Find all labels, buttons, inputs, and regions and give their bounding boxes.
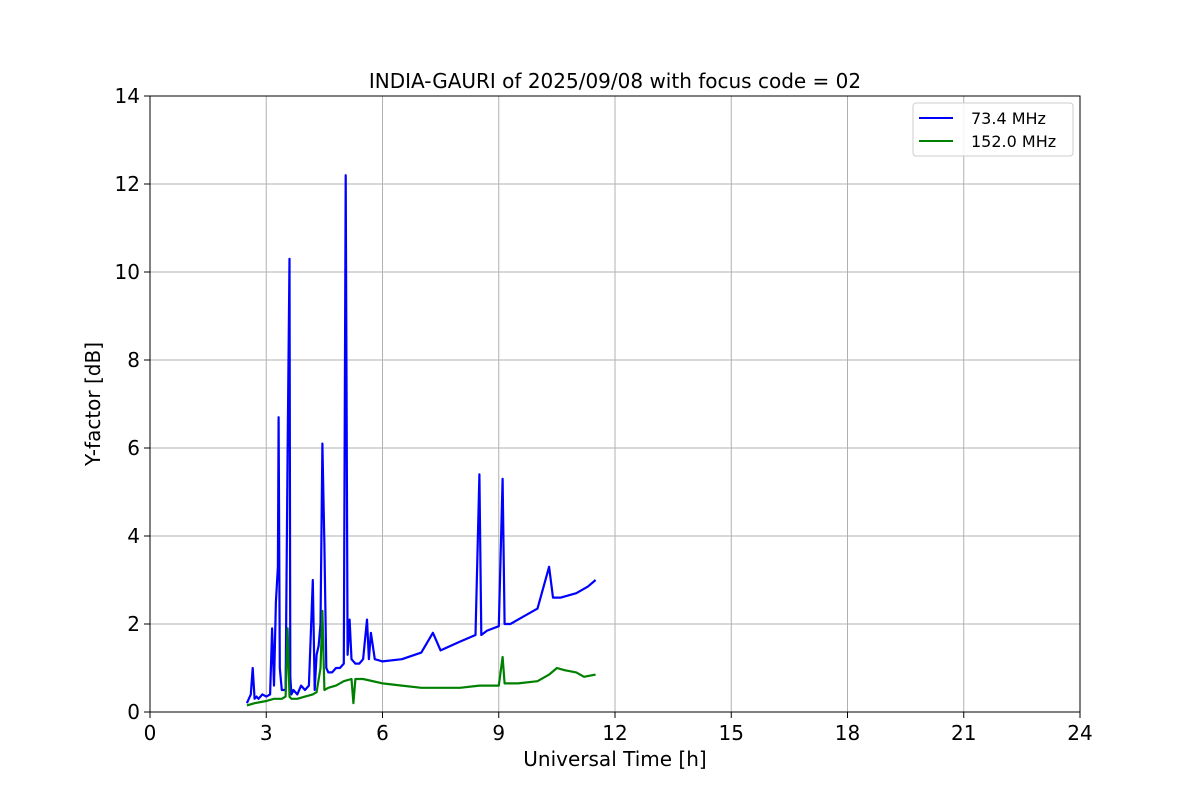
x-axis-label: Universal Time [h] bbox=[523, 747, 706, 771]
x-tick-label: 24 bbox=[1067, 721, 1092, 745]
x-tick-label: 15 bbox=[719, 721, 744, 745]
legend: 73.4 MHz 152.0 MHz bbox=[912, 102, 1074, 157]
y-tick-label: 0 bbox=[127, 700, 140, 724]
x-tick-label: 0 bbox=[144, 721, 157, 745]
chart-title: INDIA-GAURI of 2025/09/08 with focus cod… bbox=[369, 69, 861, 93]
y-tick-label: 12 bbox=[115, 172, 140, 196]
series-line-0 bbox=[245, 174, 597, 704]
x-tick-label: 3 bbox=[260, 721, 273, 745]
y-tick-label: 14 bbox=[115, 84, 140, 108]
x-tick-label: 21 bbox=[951, 721, 976, 745]
series-line-1 bbox=[246, 609, 596, 707]
x-tick-label: 9 bbox=[492, 721, 505, 745]
y-tick-label: 6 bbox=[127, 436, 140, 460]
y-tick-label: 2 bbox=[127, 612, 140, 636]
legend-label-1: 152.0 MHz bbox=[971, 132, 1056, 151]
y-axis-label: Y-factor [dB] bbox=[81, 342, 105, 467]
y-tick-label: 8 bbox=[127, 348, 140, 372]
legend-label-0: 73.4 MHz bbox=[971, 109, 1046, 128]
x-tick-label: 6 bbox=[376, 721, 389, 745]
y-tick-label: 10 bbox=[115, 260, 140, 284]
x-tick-label: 12 bbox=[602, 721, 627, 745]
x-tick-label: 18 bbox=[835, 721, 860, 745]
legend-box bbox=[912, 102, 1074, 157]
y-tick-label: 4 bbox=[127, 524, 140, 548]
series-layer bbox=[245, 174, 597, 707]
